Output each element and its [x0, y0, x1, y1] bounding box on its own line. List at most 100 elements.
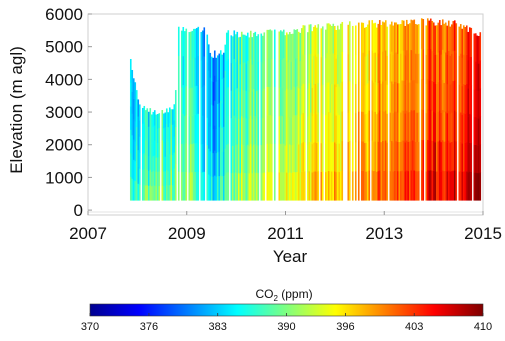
profile-segment — [185, 171, 188, 201]
profile-segment — [152, 111, 155, 127]
profile-segment — [347, 112, 350, 143]
profile-segment — [192, 57, 195, 87]
profile-segment — [441, 79, 444, 111]
profile-segment — [296, 29, 299, 58]
profile-segment — [245, 172, 248, 201]
profile-segment — [432, 170, 435, 201]
profile-column — [177, 26, 180, 201]
profile-segment — [185, 85, 188, 115]
profile-segment — [168, 184, 171, 201]
profile-segment — [401, 140, 404, 171]
profile-segment — [464, 84, 467, 114]
profile-segment — [233, 87, 236, 116]
profile-segment — [363, 114, 366, 144]
profile-segment — [449, 113, 452, 143]
profile-segment — [267, 29, 270, 59]
profile-segment — [231, 63, 234, 92]
profile-segment — [185, 143, 188, 172]
profile-segment — [464, 55, 467, 86]
profile-segment — [473, 116, 476, 145]
profile-segment — [311, 172, 314, 201]
profile-segment — [158, 185, 161, 201]
profile-column — [462, 25, 465, 201]
profile-segment — [239, 118, 242, 147]
profile-segment — [416, 171, 419, 201]
profile-segment — [435, 54, 438, 84]
profile-segment — [309, 24, 312, 54]
profile-segment — [290, 61, 293, 90]
profile-column — [395, 22, 398, 201]
profile-segment — [150, 171, 153, 187]
profile-column — [218, 53, 221, 201]
profile-segment — [329, 112, 332, 142]
profile-segment — [251, 91, 254, 119]
profile-segment — [288, 60, 291, 89]
profile-segment — [201, 172, 204, 201]
profile-segment — [210, 176, 213, 201]
profile-segment — [458, 113, 461, 143]
profile-column — [173, 104, 176, 201]
profile-segment — [441, 19, 444, 50]
profile-segment — [312, 142, 315, 172]
profile-segment — [285, 172, 288, 201]
profile-segment — [413, 140, 416, 171]
profile-segment — [392, 142, 395, 172]
profile-segment — [314, 54, 317, 84]
profile-segment — [249, 30, 252, 60]
profile-segment — [428, 110, 431, 141]
profile-column — [135, 90, 138, 201]
profile-segment — [261, 63, 264, 91]
profile-segment — [134, 121, 137, 142]
profile-segment — [132, 118, 135, 140]
profile-column — [291, 33, 294, 201]
profile-segment — [167, 185, 170, 201]
profile-segment — [210, 128, 213, 153]
profile-segment — [371, 20, 374, 51]
profile-column — [225, 32, 228, 201]
profile-column — [167, 112, 170, 201]
profile-segment — [282, 114, 285, 144]
profile-segment — [279, 58, 282, 88]
profile-segment — [453, 170, 456, 201]
profile-segment — [206, 62, 209, 91]
profile-segment — [339, 112, 342, 142]
profile-segment — [236, 59, 239, 89]
profile-column — [267, 29, 270, 201]
profile-segment — [428, 140, 431, 171]
profile-segment — [240, 87, 243, 117]
profile-segment — [213, 125, 216, 151]
profile-segment — [288, 31, 291, 61]
profile-segment — [278, 59, 281, 89]
profile-segment — [239, 64, 242, 92]
profile-segment — [212, 81, 215, 106]
profile-segment — [374, 22, 377, 53]
profile-column — [162, 113, 165, 201]
profile-segment — [438, 20, 441, 51]
profile-segment — [333, 142, 336, 172]
profile-column — [447, 20, 450, 201]
profile-segment — [476, 117, 479, 146]
profile-segment — [233, 143, 236, 173]
profile-segment — [249, 143, 252, 173]
profile-column — [191, 30, 194, 201]
profile-segment — [477, 36, 480, 64]
profile-segment — [372, 170, 375, 201]
profile-segment — [458, 26, 461, 56]
profile-segment — [434, 171, 437, 201]
profile-segment — [405, 80, 408, 111]
profile-column — [398, 24, 401, 201]
profile-segment — [330, 84, 333, 114]
profile-segment — [393, 111, 396, 142]
profile-segment — [240, 144, 243, 173]
profile-segment — [332, 112, 335, 142]
profile-column — [371, 20, 374, 201]
profile-segment — [131, 91, 134, 114]
profile-column — [461, 28, 464, 201]
profile-segment — [233, 115, 236, 144]
profile-segment — [201, 115, 204, 144]
profile-segment — [443, 170, 446, 201]
profile-segment — [339, 82, 342, 113]
profile-segment — [237, 118, 240, 147]
profile-column — [170, 109, 173, 201]
profile-segment — [476, 90, 479, 119]
